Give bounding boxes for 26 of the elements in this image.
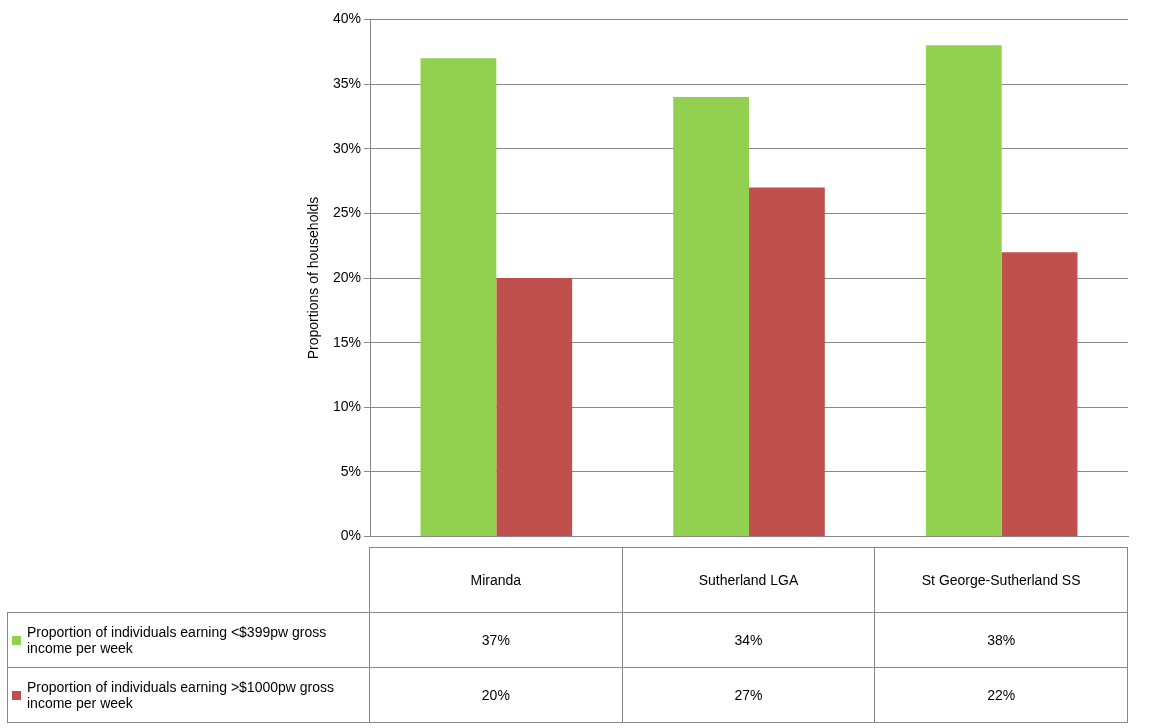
- bar: [673, 96, 749, 537]
- data-label: 34%: [621, 612, 876, 668]
- bar: [496, 278, 573, 537]
- y-tick-label: 40%: [332, 10, 361, 27]
- y-axis-title: Proportions of households: [305, 196, 322, 360]
- y-tick-label: 15%: [332, 333, 361, 350]
- data-label: 27%: [621, 667, 876, 723]
- y-tick-label: 30%: [332, 139, 361, 156]
- y-tick-label: 25%: [332, 204, 361, 221]
- legend-label: Proportion of individuals earning >$1000pw gross income per week: [27, 679, 336, 711]
- y-tick-label: 0%: [340, 527, 361, 544]
- y-tick-label: 35%: [332, 74, 361, 91]
- bar: [749, 187, 825, 537]
- data-label: 37%: [369, 612, 623, 668]
- legend-label: Proportion of individuals earning <$399pw gross income per week: [27, 624, 328, 656]
- x-tick-label: Miranda: [369, 547, 623, 613]
- x-tick-label: Sutherland LGA: [621, 547, 876, 613]
- bar: [1001, 252, 1078, 537]
- y-tick-label: 20%: [332, 268, 361, 285]
- x-tick-label: St George-Sutherland SS: [874, 547, 1128, 613]
- bar: [420, 58, 497, 537]
- bar: [925, 45, 1002, 537]
- y-tick-label: 10%: [332, 398, 361, 415]
- data-label: 22%: [874, 667, 1128, 723]
- y-tick-label: 5%: [340, 462, 361, 479]
- data-label: 38%: [874, 612, 1128, 668]
